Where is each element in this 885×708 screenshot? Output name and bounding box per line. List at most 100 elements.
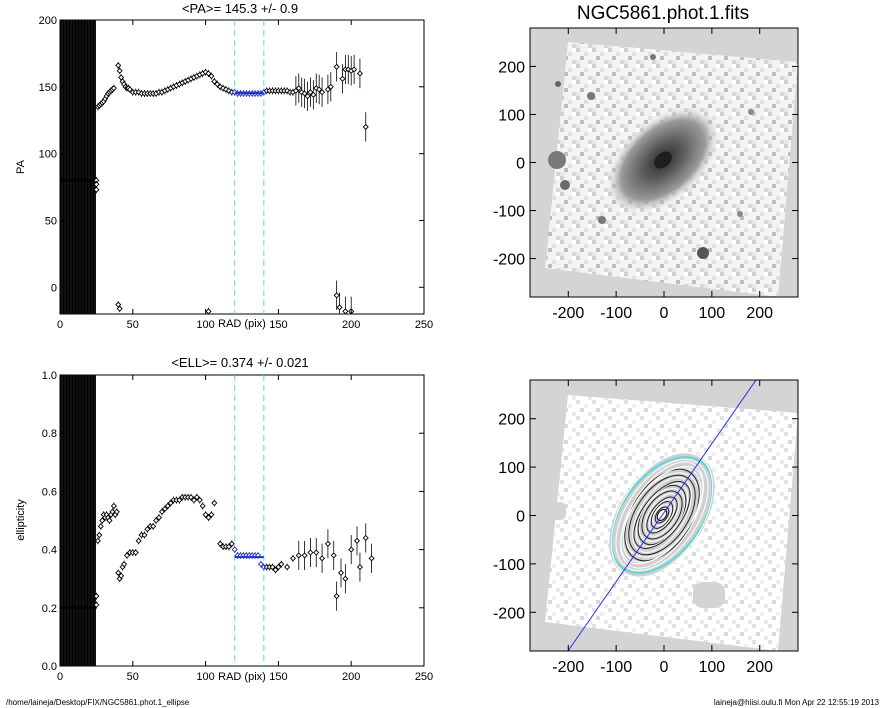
pa-point (292, 87, 299, 94)
ell-y-tick-label: 0.6 (42, 486, 57, 498)
ell-point (231, 546, 238, 553)
pa-point (316, 86, 323, 93)
pa-point (217, 83, 224, 90)
img1-y-tick-label: -100 (493, 204, 525, 221)
pa-data-points (93, 52, 369, 315)
ell-point (118, 572, 125, 579)
ell-y-axis-ticks: 0.0 0.2 0.4 0.6 0.8 1.0 (42, 370, 424, 673)
ell-y-tick-label: 0.4 (42, 545, 57, 557)
ell-x-tick-label: 250 (415, 671, 433, 683)
img1-y-tick-label: -200 (493, 252, 525, 269)
img2-y-tick-label: 200 (498, 412, 525, 429)
pa-point (351, 66, 358, 73)
pa-point (342, 308, 349, 315)
pa-y-tick-label: 150 (39, 82, 57, 94)
img2-y-tick-label: 0 (516, 509, 525, 526)
pa-point (304, 93, 311, 100)
img2-x-tick-label: -100 (600, 659, 632, 676)
img1-x-tick-label: 100 (699, 305, 726, 322)
img2-y-tick-label: 100 (498, 460, 525, 477)
ell-point (257, 561, 264, 568)
ell-x-tick-label: 150 (269, 671, 287, 683)
ell-point (348, 546, 355, 553)
ell-point (342, 575, 349, 582)
ell-point (202, 511, 209, 518)
isophote (632, 477, 692, 553)
masked-star-region (548, 502, 566, 520)
ell-point (324, 540, 331, 547)
ell-point (190, 497, 197, 504)
pa-y-axis-ticks: 0 50 100 150 200 (39, 15, 424, 294)
ell-point (211, 500, 218, 507)
ell-point (141, 532, 148, 539)
ell-point (109, 508, 116, 515)
pa-point (307, 89, 314, 96)
pa-x-tick-label: 150 (269, 319, 287, 331)
ell-point (228, 540, 235, 547)
galaxy-image-panel: NGC5861.phot.1.fits (493, 3, 799, 322)
pa-point (339, 75, 346, 82)
ellipticity-profile-chart: <ELL>= 0.374 +/- 0.021 0 50 100 150 200 250 0… (15, 355, 433, 683)
ell-point (269, 564, 276, 571)
ell-point (176, 497, 183, 504)
ell-point (353, 537, 361, 544)
ell-point (208, 511, 215, 518)
isophote (624, 468, 700, 562)
ell-y-tick-label: 0.2 (42, 603, 57, 615)
ell-point (153, 517, 160, 524)
foreground-star (560, 180, 570, 190)
pa-point (93, 186, 100, 193)
img1-y-tick-label: 100 (498, 107, 525, 124)
pa-point (362, 123, 369, 130)
ell-point (164, 502, 171, 509)
foreground-star (737, 211, 743, 217)
ell-x-tick-label: 200 (342, 671, 360, 683)
pa-chart-title: <PA>= 145.3 +/- 0.9 (182, 1, 298, 16)
ell-point (167, 500, 174, 507)
pa-point (205, 70, 212, 77)
ell-y-tick-label: 0.0 (42, 661, 57, 673)
ell-point (115, 569, 122, 576)
ell-point (188, 494, 195, 501)
ell-data-points (93, 493, 375, 611)
pa-point (115, 301, 122, 308)
pa-point (116, 305, 123, 312)
ell-point (356, 564, 363, 571)
ell-point (158, 508, 165, 515)
foreground-star (587, 92, 595, 100)
ell-point (132, 549, 139, 556)
img2-x-tick-label: -200 (552, 659, 584, 676)
foreground-star (697, 247, 709, 259)
footer-file-path: /home/laineja/Desktop/FIX/NGC5861.phot.1… (6, 698, 190, 707)
pa-point (115, 62, 122, 69)
pa-plot-frame (59, 19, 425, 315)
pa-point (356, 70, 363, 77)
ell-x-axis-ticks: 0 50 100 150 200 250 (57, 375, 433, 683)
img1-y-tick-label: 200 (498, 59, 525, 76)
ell-inner-lines (61, 375, 96, 666)
isophote-image-panel: -200 -100 0 100 200 -200 -100 0 100 200 (493, 379, 799, 676)
ell-y-axis-label: ellipticity (15, 499, 27, 541)
ell-point (93, 593, 100, 600)
pa-y-tick-label: 0 (51, 282, 57, 294)
pa-point (214, 81, 221, 88)
pa-point (319, 89, 326, 96)
pa-point (333, 63, 340, 70)
ell-point (93, 601, 100, 608)
img2-y-tick-label: -100 (493, 557, 525, 574)
pa-point (225, 87, 232, 94)
isophote (638, 488, 686, 542)
ell-x-axis-label: RAD (pix) (218, 671, 266, 683)
pa-point (310, 91, 317, 98)
pa-y-axis-label: PA (15, 159, 27, 174)
ell-point (307, 549, 314, 556)
isophote (633, 481, 691, 549)
img1-y-tick-label: 0 (516, 156, 525, 173)
pa-x-axis-ticks: 0 50 100 150 200 250 (57, 20, 433, 331)
pa-x-axis-label: RAD (pix) (218, 318, 266, 330)
foreground-star (598, 216, 606, 224)
pa-point (333, 292, 340, 299)
galaxy-nucleus (654, 151, 672, 169)
pa-point (208, 73, 215, 80)
img2-x-tick-label: 200 (746, 659, 773, 676)
